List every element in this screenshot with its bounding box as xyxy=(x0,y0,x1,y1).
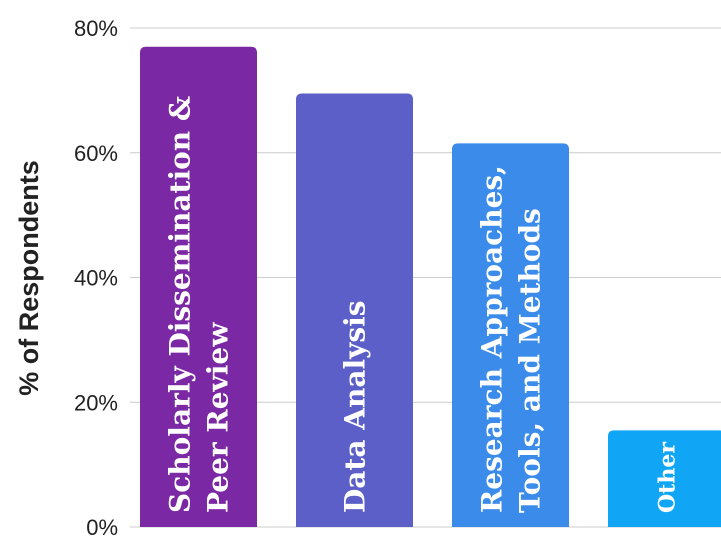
bar-label-line: Peer Review xyxy=(202,322,235,513)
bar-label: Scholarly Dissemination & Peer Review xyxy=(164,96,235,513)
bars xyxy=(140,46,721,528)
bar-label: Research Approaches, Tools, and Methods xyxy=(476,165,547,513)
bar-label-line: Research Approaches, xyxy=(476,165,509,513)
bar-label-line: Tools, and Methods xyxy=(514,208,547,513)
y-tick-label: 40% xyxy=(74,266,118,291)
y-tick-label: 60% xyxy=(74,141,118,166)
bar-label-line: Data Analysis xyxy=(339,300,372,513)
bar-label: Other xyxy=(654,442,680,513)
bar xyxy=(452,143,569,528)
y-tick-label: 20% xyxy=(74,390,118,415)
bar-labels: Scholarly Dissemination & Peer Review Data… xyxy=(164,96,681,513)
bar xyxy=(608,430,721,527)
y-tick-labels: 0% 20% 40% 60% 80% xyxy=(74,16,118,536)
y-tick-label: 80% xyxy=(74,16,118,41)
bar-label-line: Scholarly Dissemination & xyxy=(164,96,197,513)
bar xyxy=(296,93,413,528)
bar-label: Data Analysis xyxy=(339,300,372,513)
bar xyxy=(140,46,257,528)
bar-label-line: Other xyxy=(654,442,680,513)
y-tick-label: 0% xyxy=(86,515,118,536)
y-axis-title: % of Respondents xyxy=(14,160,44,396)
